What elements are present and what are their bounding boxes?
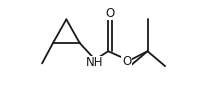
Text: O: O	[122, 55, 131, 68]
Text: O: O	[105, 7, 115, 20]
Text: NH: NH	[86, 56, 103, 69]
